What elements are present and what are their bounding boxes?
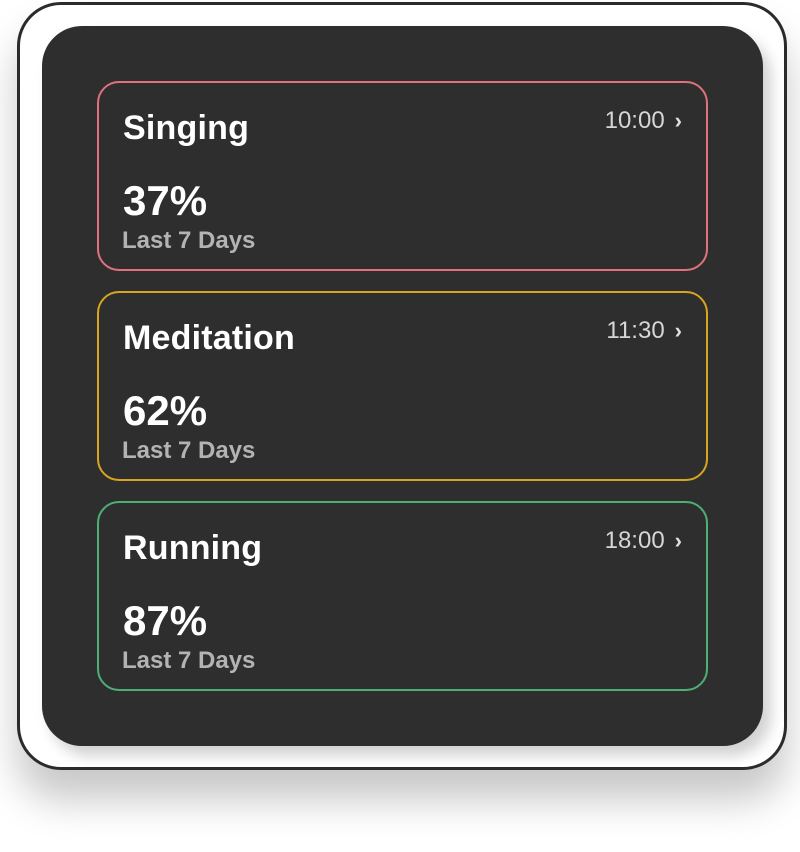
activity-panel: Singing 10:00 › 37% Last 7 Days Meditatio… bbox=[42, 26, 763, 746]
activity-card-meditation[interactable]: Meditation 11:30 › 62% Last 7 Days bbox=[97, 291, 708, 481]
completion-percent: 62% bbox=[123, 387, 208, 434]
activity-card-running[interactable]: Running 18:00 › 87% Last 7 Days bbox=[97, 501, 708, 691]
activity-title: Singing bbox=[123, 109, 250, 147]
period-label: Last 7 Days bbox=[122, 227, 256, 254]
chevron-right-icon: › bbox=[674, 318, 682, 343]
completion-percent: 37% bbox=[123, 177, 208, 224]
period-label: Last 7 Days bbox=[122, 647, 256, 674]
schedule-time-button[interactable]: 11:30 › bbox=[606, 317, 682, 345]
activity-title: Running bbox=[123, 529, 263, 567]
schedule-time-button[interactable]: 10:00 › bbox=[605, 107, 682, 135]
completion-percent: 87% bbox=[123, 597, 208, 644]
schedule-time: 11:30 bbox=[606, 317, 665, 344]
activity-title: Meditation bbox=[123, 319, 295, 357]
activity-card-singing[interactable]: Singing 10:00 › 37% Last 7 Days bbox=[97, 81, 708, 271]
schedule-time: 10:00 bbox=[604, 107, 665, 134]
period-label: Last 7 Days bbox=[122, 437, 256, 464]
chevron-right-icon: › bbox=[674, 528, 682, 553]
chevron-right-icon: › bbox=[674, 108, 682, 133]
schedule-time: 18:00 bbox=[604, 527, 665, 554]
schedule-time-button[interactable]: 18:00 › bbox=[605, 527, 682, 555]
